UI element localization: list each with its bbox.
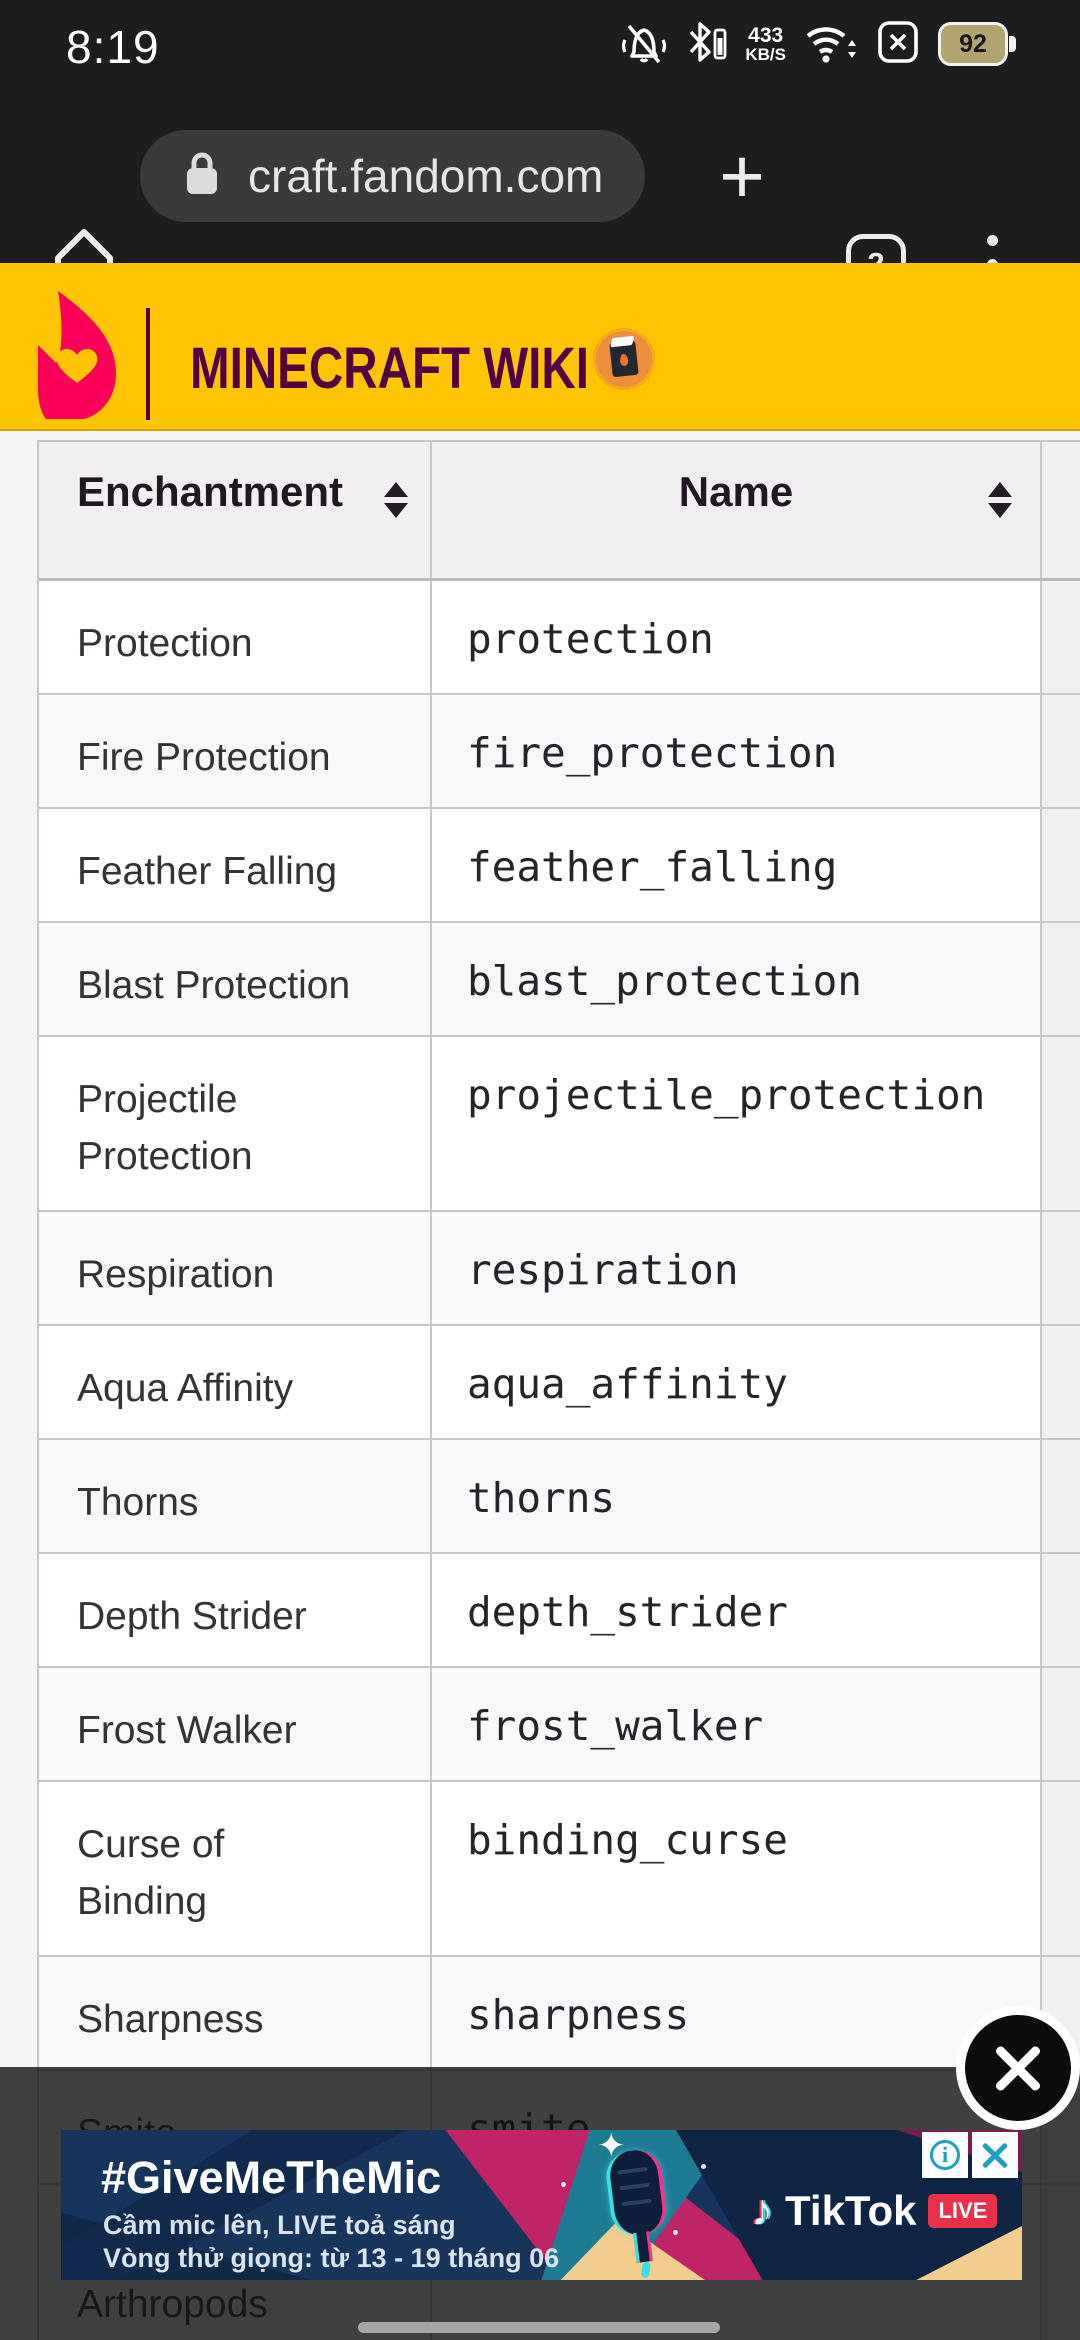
- battery-percent: 92: [959, 29, 987, 58]
- status-icons: 433 KB/S: [621, 0, 1016, 88]
- enchantment-table: Enchantment Name Protection protection Fir…: [37, 440, 1080, 2340]
- enchantment-cell: Depth Strider: [39, 1554, 432, 1666]
- name-cell: sharpness: [432, 1957, 1042, 2069]
- name-cell: depth_strider: [432, 1554, 1042, 1666]
- network-speed: 433 KB/S: [745, 24, 786, 64]
- table-row: Respiration respiration: [39, 1212, 1080, 1326]
- fandom-flame-icon[interactable]: [38, 291, 116, 424]
- clipped-cell: [1042, 1326, 1080, 1438]
- table-row: Depth Strider depth_strider: [39, 1554, 1080, 1668]
- name-cell: aqua_affinity: [432, 1326, 1042, 1438]
- sparkle-icon: ✦: [597, 2130, 626, 2165]
- enchantment-cell: Aqua Affinity: [39, 1326, 432, 1438]
- ad-tagline-2: Vòng thử giọng: từ 13 - 19 tháng 06: [103, 2243, 560, 2273]
- clipped-cell: [1042, 1212, 1080, 1324]
- name-cell: thorns: [432, 1440, 1042, 1552]
- name-cell: feather_falling: [432, 809, 1042, 921]
- tiktok-wordmark: TikTok: [785, 2187, 917, 2234]
- table-row: Protection protection: [39, 581, 1080, 695]
- table-row: Sharpness sharpness: [39, 1957, 1080, 2071]
- lock-icon: [182, 148, 222, 205]
- ad-close-button[interactable]: [972, 2132, 1018, 2178]
- column-header-name[interactable]: Name: [432, 442, 1042, 578]
- clipped-cell: [1042, 1668, 1080, 1780]
- enchantment-cell: Sharpness: [39, 1957, 432, 2069]
- sort-icon[interactable]: [988, 482, 1012, 518]
- clipped-cell: [1042, 1037, 1080, 1210]
- tiktok-logo: ♪ TikTok LIVE: [751, 2186, 998, 2236]
- clipped-cell: [1042, 923, 1080, 1035]
- table-row: Feather Falling feather_falling: [39, 809, 1080, 923]
- status-bar: 8:19: [0, 0, 1080, 88]
- close-overlay-button[interactable]: [956, 2006, 1080, 2130]
- enchantment-cell: Frost Walker: [39, 1668, 432, 1780]
- table-row: Fire Protection fire_protection: [39, 695, 1080, 809]
- bluetooth-icon: [683, 18, 729, 71]
- browser-chrome: 8:19: [0, 0, 1080, 295]
- enchantment-cell: Respiration: [39, 1212, 432, 1324]
- ad-controls: i: [922, 2132, 1018, 2178]
- table-row: Curse of Binding binding_curse: [39, 1782, 1080, 1957]
- ad-info-button[interactable]: i: [922, 2132, 968, 2178]
- enchantment-cell: Protection: [39, 581, 432, 693]
- clipped-column: [1042, 442, 1080, 578]
- column-header-enchantment[interactable]: Enchantment: [39, 442, 432, 578]
- enchantment-cell: Fire Protection: [39, 695, 432, 807]
- ringer-off-icon: [621, 18, 667, 71]
- no-sim-icon: [874, 18, 922, 71]
- name-cell: binding_curse: [432, 1782, 1042, 1955]
- table-row: Thorns thorns: [39, 1440, 1080, 1554]
- horizontal-scrollbar[interactable]: [358, 2322, 720, 2333]
- ad-banner[interactable]: #GiveMeTheMic Cầm mic lên, LIVE toả sáng…: [61, 2130, 1022, 2280]
- table-row: Blast Protection blast_protection: [39, 923, 1080, 1037]
- url-text: craft.fandom.com: [248, 150, 604, 202]
- enchantment-cell: Curse of Binding: [39, 1782, 432, 1955]
- url-bar[interactable]: craft.fandom.com: [140, 130, 645, 222]
- wiki-header: MINECRAFT WIKI: [0, 263, 1080, 643]
- name-cell: blast_protection: [432, 923, 1042, 1035]
- table-row: Frost Walker frost_walker: [39, 1668, 1080, 1782]
- table-row: Projectile Protection projectile_protecti…: [39, 1037, 1080, 1212]
- name-cell: projectile_protection: [432, 1037, 1042, 1210]
- name-cell: respiration: [432, 1212, 1042, 1324]
- battery-icon: 92: [938, 22, 1016, 66]
- clipped-cell: [1042, 1782, 1080, 1955]
- table-header-row: Enchantment Name: [39, 442, 1080, 581]
- header-divider: [146, 308, 150, 420]
- enchantment-cell: Thorns: [39, 1440, 432, 1552]
- ad-close-icon: [980, 2140, 1010, 2170]
- clipped-cell: [1042, 1440, 1080, 1552]
- enchantment-cell: Blast Protection: [39, 923, 432, 1035]
- wiki-badge-icon: [596, 331, 652, 387]
- enchantment-cell: Feather Falling: [39, 809, 432, 921]
- clock: 8:19: [66, 21, 160, 73]
- music-note-icon: ♪: [751, 2186, 773, 2235]
- browser-toolbar: craft.fandom.com + 2: [0, 88, 1080, 295]
- ad-info-icon: i: [930, 2140, 960, 2170]
- new-tab-button[interactable]: +: [719, 132, 765, 220]
- clipped-cell: [1042, 695, 1080, 807]
- wifi-icon: [802, 18, 858, 71]
- table-row: Aqua Affinity aqua_affinity: [39, 1326, 1080, 1440]
- clipped-cell: [1042, 1554, 1080, 1666]
- ad-tagline-1: Cầm mic lên, LIVE toả sáng: [103, 2210, 456, 2240]
- ad-hashtag: #GiveMeTheMic: [101, 2152, 442, 2203]
- clipped-cell: [1042, 581, 1080, 693]
- clipped-cell: [1042, 809, 1080, 921]
- name-cell: frost_walker: [432, 1668, 1042, 1780]
- wiki-title[interactable]: MINECRAFT WIKI: [190, 336, 589, 401]
- name-cell: fire_protection: [432, 695, 1042, 807]
- sort-icon[interactable]: [384, 482, 408, 518]
- name-cell: protection: [432, 581, 1042, 693]
- live-badge: LIVE: [928, 2194, 998, 2228]
- enchantment-cell: Projectile Protection: [39, 1037, 432, 1210]
